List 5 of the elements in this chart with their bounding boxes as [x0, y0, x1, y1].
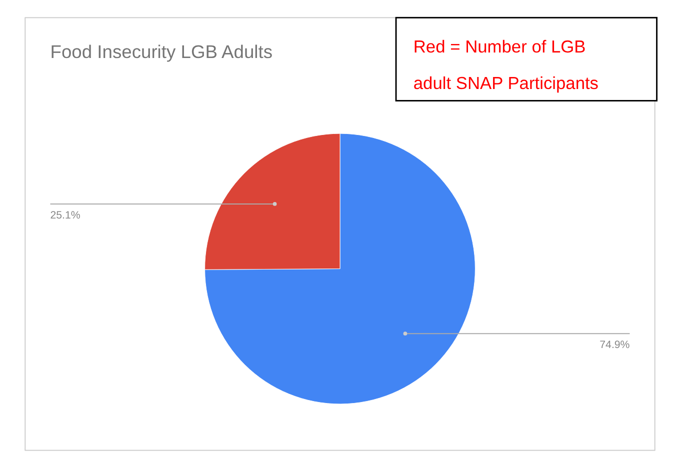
data-label: 74.9%: [600, 339, 630, 352]
pie-slice: [204, 133, 476, 404]
text: Red = Number of LGB adult SNAP Participants: [413, 36, 599, 94]
data-label: 25.1%: [50, 209, 81, 222]
chart-title: Food Insecurity LGB Adults: [50, 41, 273, 62]
